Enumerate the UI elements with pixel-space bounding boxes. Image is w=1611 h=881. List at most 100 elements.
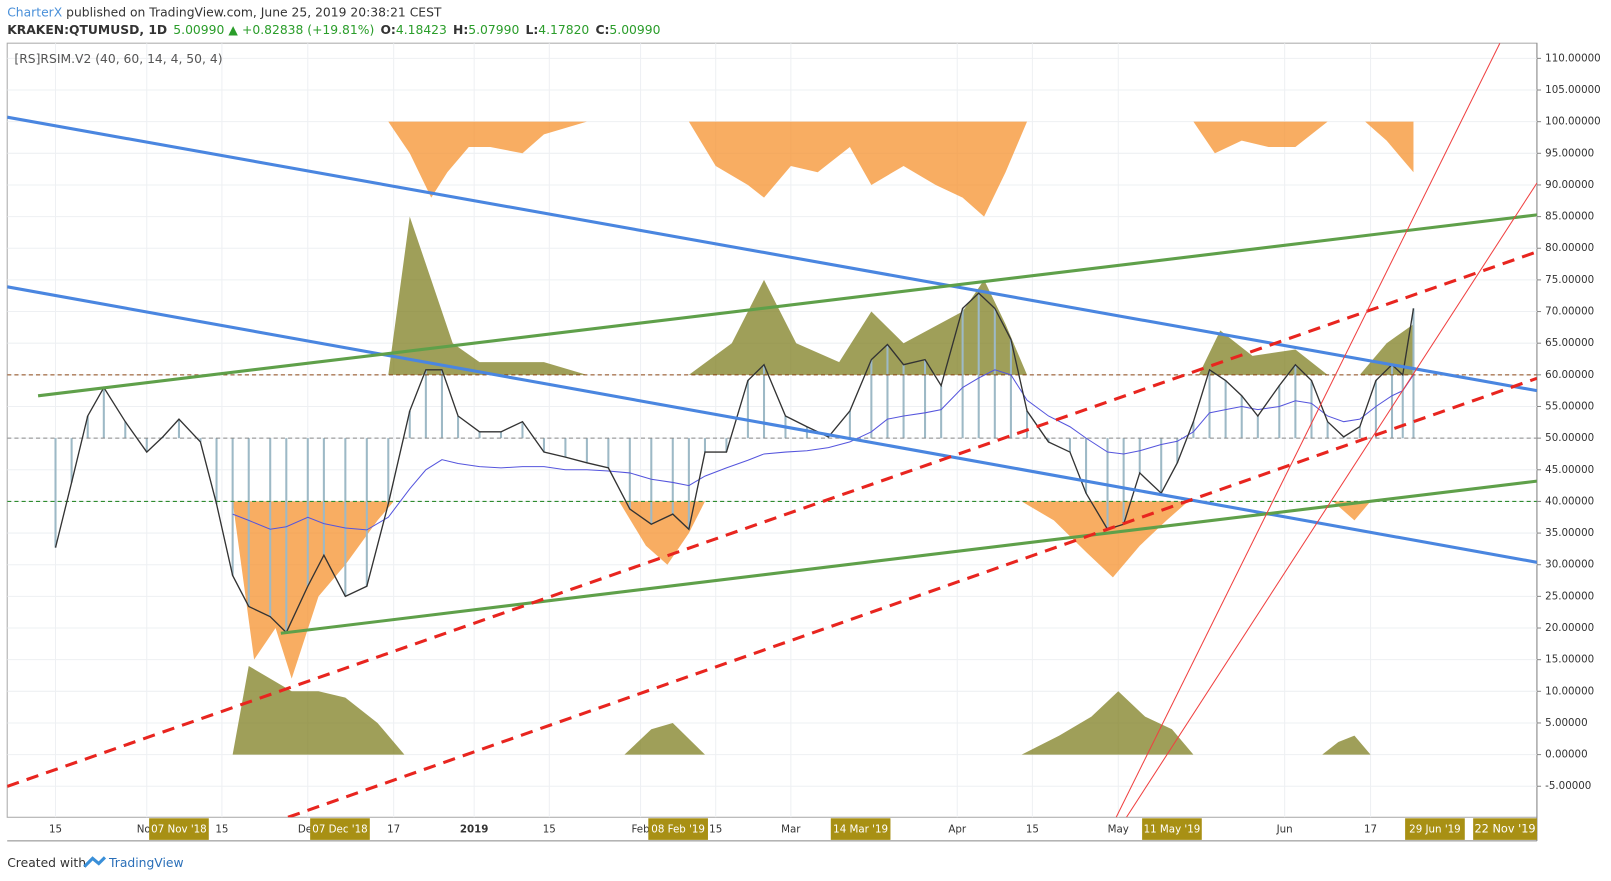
open: 4.18423 (396, 22, 447, 36)
author[interactable]: CharterX (7, 5, 63, 19)
series-line (54, 292, 1415, 634)
y-tick-label: 80.00000 (1545, 242, 1594, 254)
y-tick-label: 90.00000 (1545, 179, 1594, 191)
highlight-label: 08 Feb '19 (651, 824, 705, 836)
x-tick-label: 17 (1364, 824, 1377, 836)
highlight-label: 07 Dec '18 (312, 824, 367, 836)
high: 5.07990 (468, 22, 519, 36)
y-tick-label: -5.00000 (1545, 780, 1591, 792)
y-tick-label: 85.00000 (1545, 211, 1594, 223)
high-label: H: (453, 22, 468, 36)
y-tick-label: 5.00000 (1545, 717, 1587, 729)
up-arrow: ▲ (228, 22, 238, 36)
y-tick-label: 20.00000 (1545, 622, 1594, 634)
y-tick-label: 55.00000 (1545, 400, 1594, 412)
highlight-box (310, 818, 370, 840)
header-line-1: CharterX published on TradingView.com, J… (7, 5, 442, 19)
y-tick-label: 65.00000 (1545, 337, 1594, 349)
highlight-label: 11 May '19 (1144, 824, 1201, 836)
low: 4.17820 (538, 22, 589, 36)
y-tick-label: 105.00000 (1545, 84, 1601, 96)
low-label: L: (525, 22, 538, 36)
highlight-label: 29 Jun '19 (1409, 824, 1461, 836)
highlight-box (648, 818, 708, 840)
highlight-box (1405, 818, 1465, 840)
footer-brand[interactable]: TradingView (108, 856, 184, 870)
close: 5.00990 (609, 22, 660, 36)
brand-logo (83, 856, 107, 868)
x-tick-label: Mar (781, 824, 801, 836)
x-tick-label: 15 (1026, 824, 1039, 836)
published: published on TradingView.com, June 25, 2… (62, 5, 442, 19)
y-tick-label: 60.00000 (1545, 369, 1594, 381)
trend-line[interactable] (7, 115, 1537, 393)
y-tick-label: 110.00000 (1545, 52, 1601, 64)
x-tick-label: 15 (709, 824, 722, 836)
trend-line[interactable] (7, 285, 1537, 564)
drawings (7, 43, 1537, 818)
area (232, 665, 405, 755)
open-label: O: (380, 22, 395, 36)
x-tick-label: Nov (137, 824, 157, 836)
trend-line[interactable] (37, 213, 1537, 398)
area (624, 722, 705, 755)
change: +0.82838 (+19.81%) (242, 22, 374, 36)
highlight-box (830, 818, 891, 840)
highlight-box (1142, 818, 1202, 840)
area (388, 121, 641, 198)
area (232, 501, 394, 679)
fan-line[interactable] (1126, 182, 1537, 818)
x-tick-label: 15 (543, 824, 556, 836)
series-line (232, 369, 1414, 531)
y-tick-label: 10.00000 (1545, 685, 1594, 697)
x-tick-label: 15 (215, 824, 228, 836)
x-tick-label: Feb (631, 824, 649, 836)
offscreen-label-box (1473, 818, 1537, 840)
y-tick-label: 15.00000 (1545, 654, 1594, 666)
area (1193, 121, 1328, 154)
x-tick-label: Jun (1276, 824, 1293, 836)
area (388, 216, 587, 375)
area (1322, 735, 1371, 755)
area (1365, 121, 1414, 173)
area (1021, 501, 1189, 578)
x-tick-label: Apr (948, 824, 967, 836)
symbol: KRAKEN:QTUMUSD, 1D (7, 22, 167, 36)
channel-line[interactable] (7, 250, 1537, 788)
y-tick-label: 35.00000 (1545, 527, 1594, 539)
close-label: C: (595, 22, 609, 36)
y-tick-label: 100.00000 (1545, 116, 1601, 128)
area (688, 279, 1028, 375)
data-layer (7, 43, 1537, 818)
offscreen-label: 22 Nov '19 (1474, 823, 1535, 836)
area (1198, 330, 1328, 375)
header-line-2: KRAKEN:QTUMUSD, 1D 5.00990 ▲ +0.82838 (+19.… (7, 22, 660, 36)
x-tick-label: Dec (298, 824, 318, 836)
y-tick-label: 50.00000 (1545, 432, 1594, 444)
y-tick-label: 45.00000 (1545, 464, 1594, 476)
x-tick-label: 15 (49, 824, 62, 836)
y-tick-label: 95.00000 (1545, 147, 1594, 159)
y-tick-label: 25.00000 (1545, 590, 1594, 602)
area (1021, 691, 1194, 755)
y-tick-label: 40.00000 (1545, 495, 1594, 507)
x-tick-label: 17 (387, 824, 400, 836)
highlight-box (149, 818, 209, 840)
highlight-label: 07 Nov '18 (151, 824, 207, 836)
x-tick-label: 2019 (460, 824, 489, 836)
y-tick-label: 30.00000 (1545, 559, 1594, 571)
channel-line[interactable] (287, 376, 1537, 818)
y-tick-label: 70.00000 (1545, 306, 1594, 318)
area (688, 121, 1028, 217)
fan-line[interactable] (1115, 43, 1501, 818)
x-tick-label: May (1108, 824, 1129, 836)
highlight-label: 14 Mar '19 (833, 824, 888, 836)
last-price: 5.00990 (173, 22, 224, 36)
indicator-title: [RS]RSIM.V2 (40, 60, 14, 4, 50, 4) (14, 52, 222, 66)
axes: 110.00000 105.00000 100.00000 95.00000 90.00… (49, 52, 1601, 840)
footer-created: Created with (7, 856, 86, 870)
y-tick-label: 0.00000 (1545, 749, 1587, 761)
y-tick-label: 75.00000 (1545, 274, 1594, 286)
